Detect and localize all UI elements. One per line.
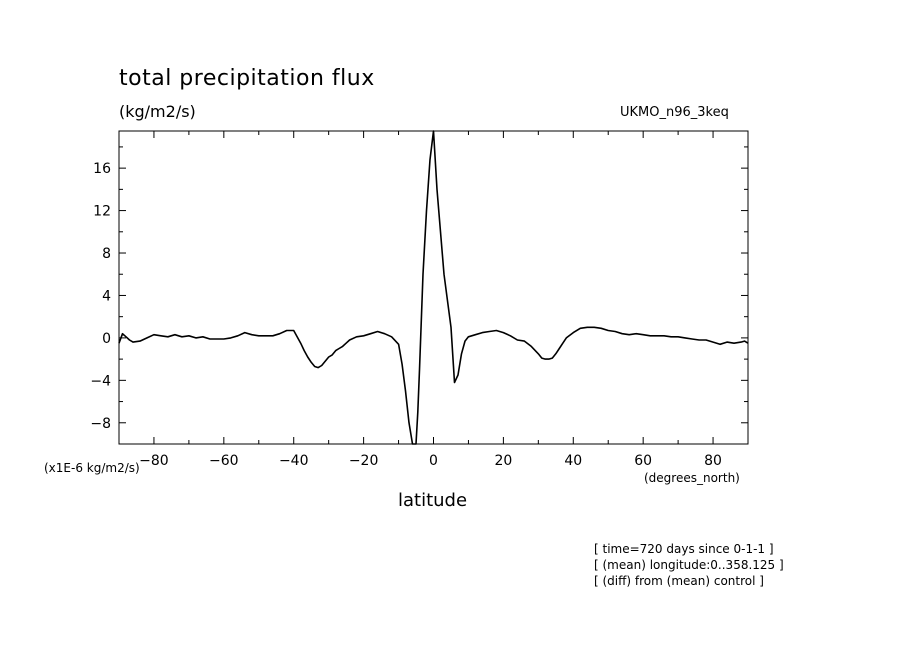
annotation-time: [ time=720 days since 0-1-1 ]: [594, 542, 774, 556]
x-tick-label: 80: [704, 453, 722, 469]
annotation-diff: [ (diff) from (mean) control ]: [594, 574, 764, 588]
chart-title: total precipitation flux: [119, 66, 375, 91]
series-line-0: [118, 130, 749, 445]
annotation-longitude: [ (mean) longitude:0..358.125 ]: [594, 558, 784, 572]
y-tick-label: 0: [102, 331, 111, 347]
series-group: [118, 130, 749, 445]
x-tick-label: −60: [209, 453, 239, 469]
x-tick-label: −80: [139, 453, 169, 469]
y-tick-label: 16: [93, 161, 111, 177]
y-tick-label: 8: [102, 246, 111, 262]
x-axis-label: latitude: [398, 490, 468, 511]
axes: [118, 130, 749, 445]
chart-units: (kg/m2/s): [119, 102, 196, 121]
y-tick-label: 4: [102, 288, 111, 304]
model-label: UKMO_n96_3keq: [620, 105, 729, 120]
x-tick-label: −40: [279, 453, 309, 469]
y-tick-label: −8: [90, 416, 111, 432]
x-tick-label: 0: [429, 453, 438, 469]
ticks: [118, 131, 749, 445]
y-scale-label: (x1E-6 kg/m2/s): [44, 461, 140, 475]
plot-frame: [118, 130, 749, 445]
y-tick-label: 12: [93, 204, 111, 220]
x-tick-label: −20: [349, 453, 379, 469]
y-tick-label: −4: [90, 373, 111, 389]
x-tick-label: 40: [564, 453, 582, 469]
x-tick-label: 20: [494, 453, 512, 469]
x-units-label: (degrees_north): [644, 471, 740, 485]
x-tick-label: 60: [634, 453, 652, 469]
